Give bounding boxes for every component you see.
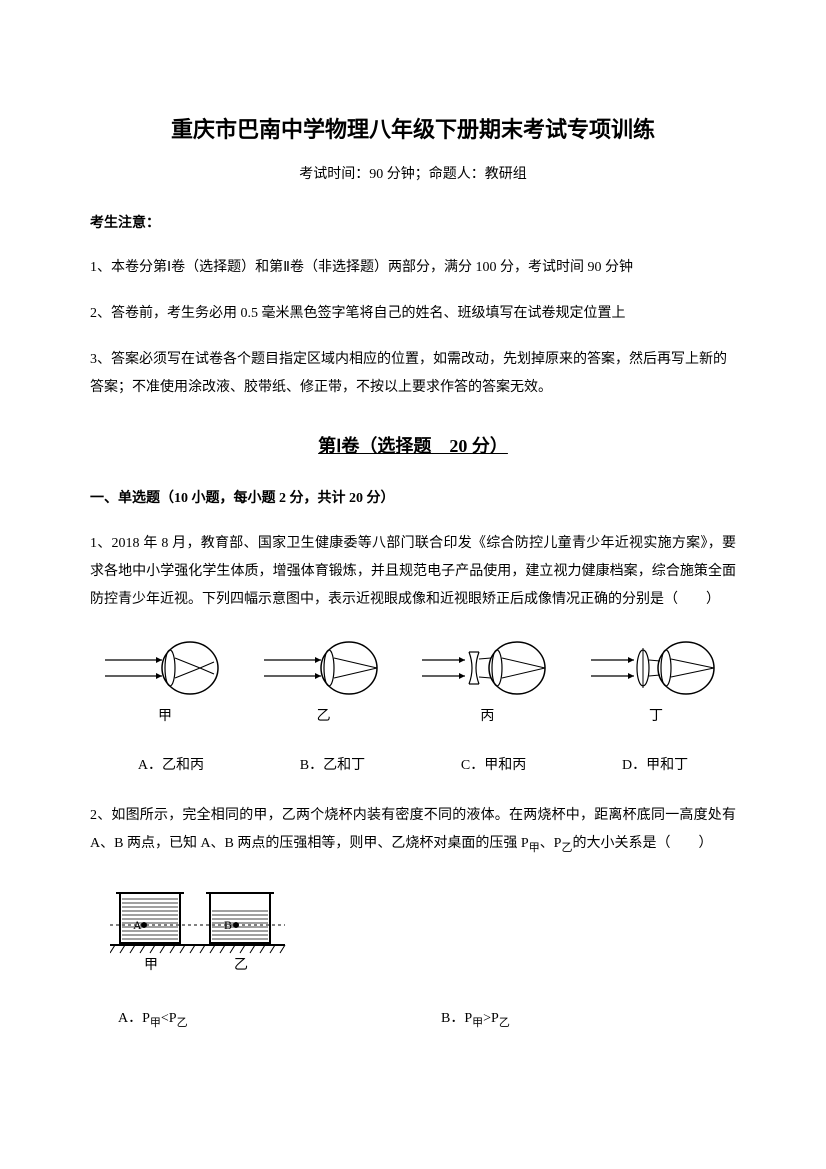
beaker-label-甲: 甲 <box>144 958 158 973</box>
option-b: B．乙和丁 <box>300 753 365 778</box>
opt-b-mid: >P <box>483 1011 499 1026</box>
diagram-label: 甲 <box>158 704 172 729</box>
opt-a-s1: 甲 <box>150 1017 161 1029</box>
eye-diagram-icon <box>586 638 726 698</box>
opt-a-pre: A．P <box>118 1011 150 1026</box>
opt-a-s2: 乙 <box>177 1017 188 1029</box>
q1-diagrams: 甲 乙 丙 <box>90 638 736 729</box>
q2-options: A．P甲<P乙 B．P甲>P乙 <box>90 1006 736 1034</box>
opt-b-s1: 甲 <box>472 1017 483 1029</box>
option-d: D．甲和丁 <box>622 753 688 778</box>
eye-diagram-icon <box>417 638 557 698</box>
q1-options: A．乙和丙 B．乙和丁 C．甲和丙 D．甲和丁 <box>90 753 736 778</box>
q2-sub2: 乙 <box>561 842 572 854</box>
section-1-header: 第Ⅰ卷（选择题 20 分） <box>90 430 736 462</box>
q1-diagram-丁: 丁 <box>586 638 726 729</box>
q2-text-p2: 、P <box>540 836 562 851</box>
q1-text: 1、2018 年 8 月，教育部、国家卫生健康委等八部门联合印发《综合防控儿童青… <box>90 530 736 614</box>
q1-diagram-乙: 乙 <box>259 638 389 729</box>
opt-b-pre: B．P <box>441 1011 472 1026</box>
option-a: A．乙和丙 <box>138 753 204 778</box>
option-a: A．P甲<P乙 <box>90 1006 413 1034</box>
eye-diagram-icon <box>259 638 389 698</box>
option-c: C．甲和丙 <box>461 753 526 778</box>
exam-subtitle: 考试时间：90 分钟；命题人：教研组 <box>90 162 736 187</box>
opt-b-s2: 乙 <box>499 1017 510 1029</box>
diagram-label: 丁 <box>649 704 663 729</box>
q2-text: 2、如图所示，完全相同的甲，乙两个烧杯内装有密度不同的液体。在两烧杯中，距离杯底… <box>90 802 736 859</box>
opt-a-mid: <P <box>161 1011 177 1026</box>
notice-item-1: 1、本卷分第Ⅰ卷（选择题）和第Ⅱ卷（非选择题）两部分，满分 100 分，考试时间… <box>90 254 736 282</box>
beaker-label-乙: 乙 <box>234 957 248 973</box>
diagram-label: 乙 <box>317 704 331 729</box>
q1-diagram-丙: 丙 <box>417 638 557 729</box>
q2-sub1: 甲 <box>529 842 540 854</box>
q2-text-p3: 的大小关系是（ ） <box>572 836 712 851</box>
option-b: B．P甲>P乙 <box>413 1006 736 1034</box>
notice-header: 考生注意： <box>90 211 736 236</box>
notice-item-2: 2、答卷前，考生务必用 0.5 毫米黑色签字笔将自己的姓名、班级填写在试卷规定位… <box>90 300 736 328</box>
exam-title: 重庆市巴南中学物理八年级下册期末考试专项训练 <box>90 110 736 150</box>
eye-diagram-icon <box>100 638 230 698</box>
beaker-diagram-icon: A B <box>110 883 290 973</box>
diagram-label: 丙 <box>480 704 494 729</box>
notice-item-3: 3、答案必须写在试卷各个题目指定区域内相应的位置，如需改动，先划掉原来的答案，然… <box>90 346 736 402</box>
question-type-header: 一、单选题（10 小题，每小题 2 分，共计 20 分） <box>90 486 736 511</box>
q2-diagram: A B <box>110 883 736 982</box>
q1-diagram-甲: 甲 <box>100 638 230 729</box>
